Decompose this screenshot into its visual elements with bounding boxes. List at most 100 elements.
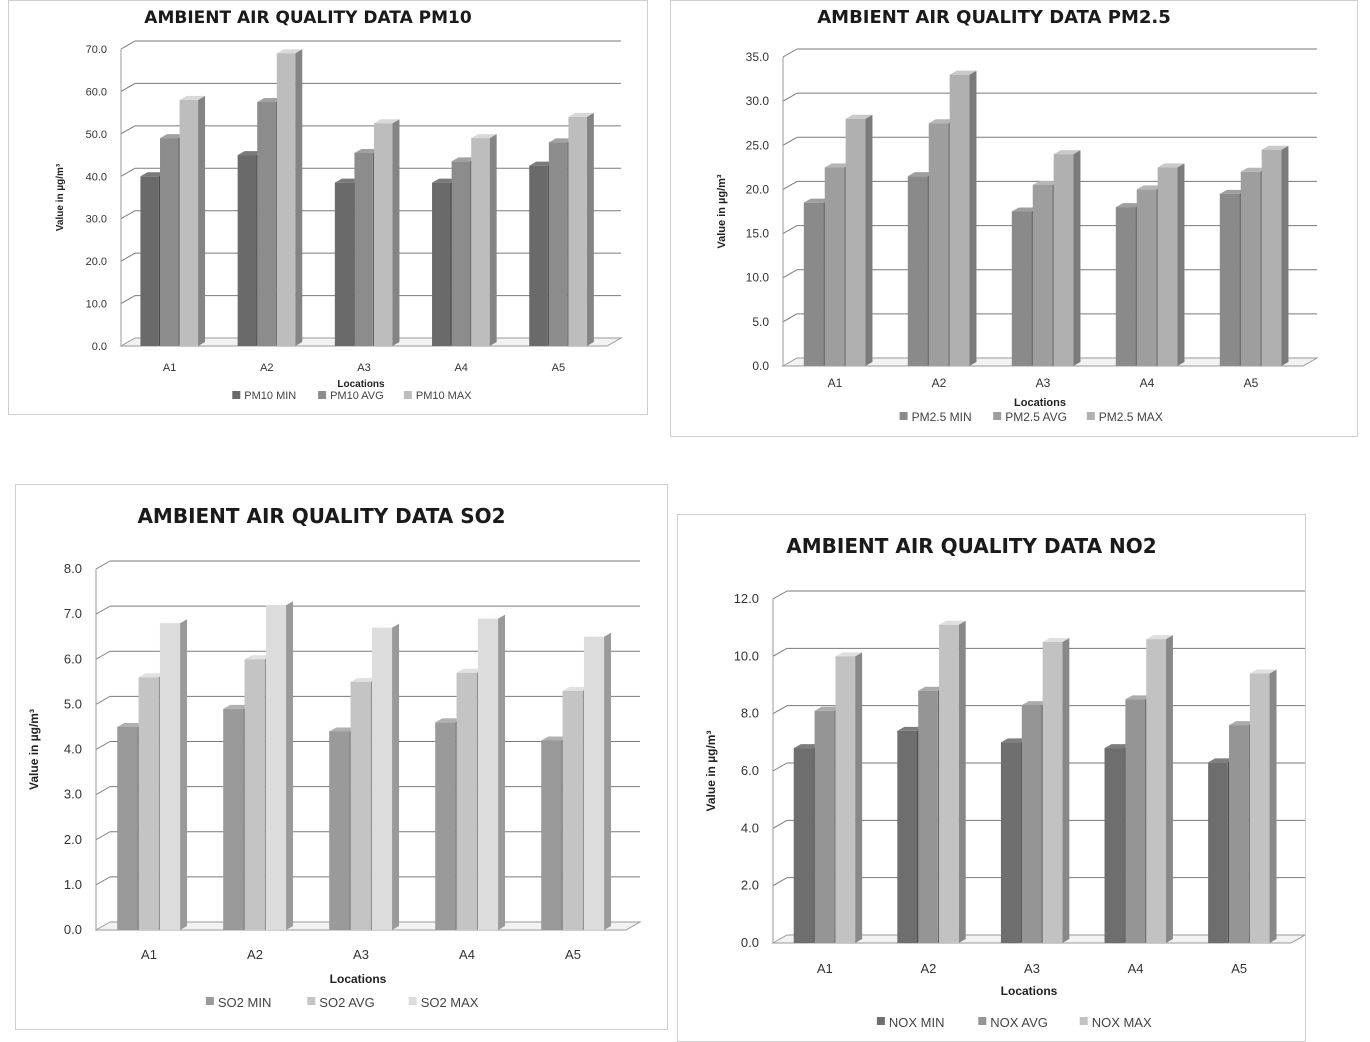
- bar-top-so2-max: [477, 614, 506, 619]
- legend-label: SO2 MIN: [218, 995, 271, 1010]
- bar-top-pm2-5-min: [1011, 207, 1039, 212]
- legend-swatch: [1079, 1017, 1088, 1025]
- gridline-side: [772, 705, 788, 715]
- bar-top-pm10-min: [334, 178, 361, 183]
- bar-top-pm10-avg: [548, 138, 575, 143]
- bar-top-pm10-avg: [354, 148, 380, 153]
- gridline-side: [782, 313, 798, 323]
- x-tick-label: A5: [1244, 376, 1259, 390]
- bar-pm10-max: [373, 123, 393, 346]
- gridline-side: [95, 786, 111, 796]
- x-tick-label: A1: [817, 961, 833, 976]
- bar-pm10-avg: [257, 102, 276, 347]
- bar-top-so2-min: [541, 736, 569, 741]
- x-tick-label: A5: [552, 362, 565, 374]
- bar-nox-max: [1249, 673, 1270, 943]
- bar-pm2-5-avg: [1240, 171, 1261, 366]
- bar-side-pm10-max: [198, 95, 206, 347]
- y-tick-label: 0.0: [741, 935, 759, 950]
- legend-label: PM2.5 MIN: [912, 410, 972, 424]
- x-tick-label: A4: [1128, 961, 1144, 976]
- bar-top-pm10-min: [432, 178, 458, 183]
- bar-pm2-5-max: [949, 74, 970, 367]
- legend-swatch: [876, 1017, 885, 1025]
- y-axis-label: Value in µg/m³: [55, 163, 66, 231]
- chart-panel-no2: AMBIENT AIR QUALITY DATA NO2 0.0 2.0 4.0 6.0…: [677, 514, 1306, 1042]
- bar-so2-max: [265, 605, 287, 930]
- bar-top-pm2-5-min: [1219, 189, 1247, 194]
- bar-top-so2-max: [265, 601, 294, 606]
- chart-panel-so2: AMBIENT AIR QUALITY DATA SO2 0.0 1.0 2.0 3.0…: [15, 484, 668, 1030]
- legend-swatch: [899, 412, 908, 420]
- y-tick-label: 25.0: [746, 138, 770, 152]
- y-tick-label: 8.0: [741, 706, 759, 721]
- bar-top-so2-avg: [562, 686, 590, 691]
- bar-pm2-5-min: [1011, 211, 1032, 366]
- bar-top-nox-max: [1042, 638, 1070, 642]
- bar-pm10-min: [140, 176, 159, 346]
- bar-so2-avg: [244, 659, 265, 930]
- bar-side-pm2-5-max: [1281, 145, 1289, 366]
- legend-swatch: [403, 391, 412, 399]
- bar-top-so2-avg: [244, 655, 272, 660]
- bar-side-nox-max: [1269, 669, 1277, 943]
- legend-swatch: [205, 997, 214, 1005]
- gridline-side: [772, 877, 788, 887]
- y-tick-label: 3.0: [64, 787, 82, 802]
- bar-top-nox-max: [1249, 669, 1277, 674]
- x-tick-label: A4: [1140, 376, 1155, 390]
- x-tick-label: A2: [260, 362, 273, 374]
- bar-top-pm2-5-max: [1053, 150, 1081, 155]
- bar-pm2-5-avg: [928, 123, 949, 366]
- bar-pm10-min: [237, 155, 257, 346]
- x-tick-label: A4: [454, 362, 467, 374]
- gridline-side: [782, 180, 798, 190]
- bar-top-pm2-5-avg: [1032, 181, 1060, 186]
- bar-top-pm10-avg: [257, 98, 283, 103]
- bar-top-nox-max: [939, 620, 966, 625]
- gridline-side: [782, 225, 798, 235]
- bar-pm2-5-avg: [824, 167, 845, 366]
- bar-pm2-5-min: [803, 202, 824, 366]
- gridline-side: [782, 48, 798, 58]
- gridline-side: [95, 831, 111, 841]
- bar-so2-min: [329, 731, 350, 930]
- x-axis-label: Locations: [1014, 397, 1066, 409]
- bar-pm10-avg: [451, 161, 471, 346]
- bar-pm10-min: [529, 165, 548, 346]
- bar-top-pm2-5-avg: [824, 163, 852, 168]
- chart-svg-pm10: AMBIENT AIR QUALITY DATA PM10 0.0 10.0 20.0…: [55, 8, 623, 402]
- legend-swatch: [408, 997, 417, 1005]
- bar-so2-avg: [350, 681, 371, 930]
- y-tick-label: 15.0: [746, 227, 770, 241]
- bar-side-pm10-max: [489, 134, 497, 346]
- bar-so2-avg: [456, 672, 477, 930]
- bar-top-nox-avg: [1125, 695, 1153, 700]
- bar-nox-avg: [814, 710, 835, 943]
- bar-so2-min: [117, 726, 138, 930]
- bar-side-pm2-5-max: [865, 114, 873, 366]
- bar-pm10-max: [276, 53, 296, 346]
- chart-title: AMBIENT AIR QUALITY DATA PM2.5: [817, 7, 1171, 28]
- bar-side-nox-max: [1062, 638, 1070, 943]
- y-tick-label: 2.0: [741, 878, 759, 893]
- bar-top-pm10-max: [276, 49, 303, 54]
- y-tick-label: 2.0: [64, 832, 82, 847]
- bar-so2-avg: [138, 677, 159, 930]
- bar-top-pm10-min: [237, 151, 264, 156]
- gridline-side: [782, 136, 798, 146]
- y-tick-label: 35.0: [746, 50, 770, 64]
- y-tick-label: 0.0: [752, 359, 769, 373]
- bar-top-pm2-5-max: [1261, 145, 1289, 150]
- chart-panel-pm10: AMBIENT AIR QUALITY DATA PM10 0.0 10.0 20.0…: [8, 0, 648, 415]
- x-axis-label: Locations: [330, 972, 387, 986]
- x-tick-label: A5: [565, 947, 581, 962]
- bar-top-pm2-5-avg: [928, 119, 956, 124]
- y-axis-label: Value in µg/m³: [716, 174, 728, 249]
- bar-side-pm2-5-max: [1073, 150, 1081, 366]
- legend-label: PM10 MAX: [416, 390, 472, 402]
- chart-title: AMBIENT AIR QUALITY DATA PM10: [144, 8, 472, 28]
- gridline-side: [95, 650, 111, 660]
- gridline-side: [782, 92, 798, 102]
- gridline-side: [120, 295, 136, 305]
